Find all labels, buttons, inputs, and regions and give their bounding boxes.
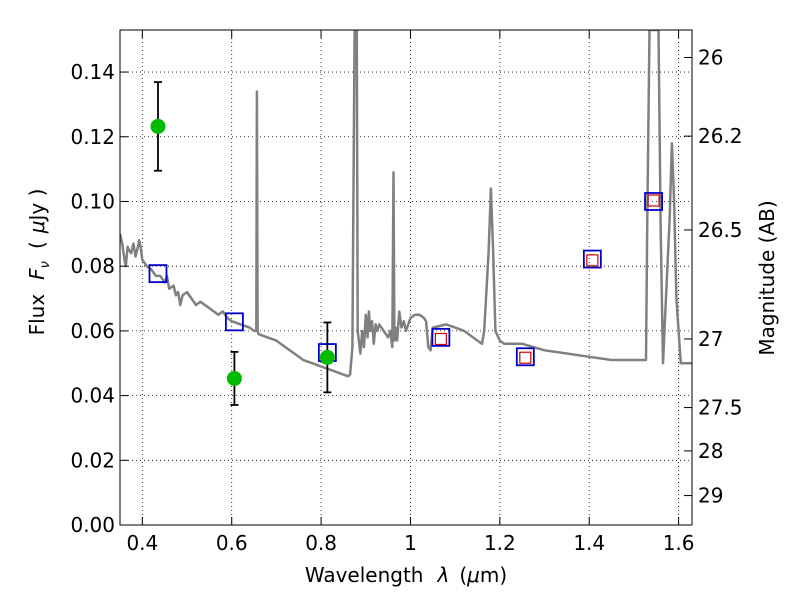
x-tick-label: 1.6	[663, 531, 695, 555]
model-photometry-point	[224, 312, 244, 332]
x-tick-label: 0.4	[126, 531, 158, 555]
x-tick-label: 0.6	[216, 531, 248, 555]
observed-photometry-point	[586, 254, 599, 267]
observed-photometry-point	[519, 351, 532, 364]
y2-axis-title: Magnitude (AB)	[755, 200, 779, 355]
y-tick-label: 0.12	[70, 125, 115, 149]
model-photometry-point	[148, 264, 168, 284]
y-tick-label: 0.00	[70, 513, 115, 537]
y2-tick-label: 29	[698, 484, 723, 508]
observed-photometry-point	[434, 332, 447, 346]
observed-photometry-point	[647, 194, 660, 207]
plot-frame	[119, 29, 693, 526]
y2-tick-label: 27	[698, 327, 723, 351]
model-photometry-point	[582, 249, 602, 269]
model-photometry-point	[515, 347, 535, 367]
y2-tick-label: 27.5	[698, 396, 743, 420]
y-axis-title: FluxFν(μJy )	[25, 189, 53, 336]
y2-tick-label: 28	[698, 439, 723, 463]
y2-tick-label: 26.2	[698, 124, 743, 148]
detection-point	[226, 370, 242, 386]
x-axis-title: Wavelength λ (μm)	[305, 563, 507, 587]
axis-ticks: 0.4 0.6 0.8 1 1.2 1.4 1.6 0.00 0.02 0.04 0.06 0.08 0…	[70, 30, 743, 555]
x-tick-label: 1	[404, 531, 417, 555]
sed-model-line	[120, 30, 692, 378]
model-photometry-point	[644, 192, 663, 211]
y2-tick-label: 26.5	[698, 218, 743, 242]
y-tick-label: 0.10	[70, 189, 115, 213]
y-tick-label: 0.02	[70, 448, 115, 472]
plot-area	[120, 30, 692, 406]
x-tick-label: 1.2	[484, 531, 516, 555]
y-tick-label: 0.08	[70, 254, 115, 278]
x-tick-label: 0.8	[305, 531, 337, 555]
detection-point	[150, 118, 166, 134]
y-tick-label: 0.14	[70, 60, 115, 84]
grid	[120, 30, 692, 526]
y-tick-label: 0.04	[70, 384, 115, 408]
detection-point	[319, 349, 335, 365]
y2-tick-label: 26	[698, 46, 723, 70]
model-photometry-point	[431, 327, 451, 347]
y-tick-label: 0.06	[70, 319, 115, 343]
x-tick-label: 1.4	[573, 531, 605, 555]
